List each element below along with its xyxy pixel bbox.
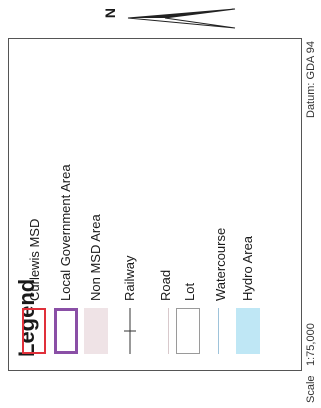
scale-label: Scale (305, 375, 317, 403)
legend-item-label: Non MSD Area (88, 214, 103, 301)
legend-item-label: Watercourse (213, 227, 228, 301)
local-government-area-symbol (54, 308, 78, 354)
north-arrow-icon (127, 8, 236, 29)
curlewis-msd-symbol (22, 308, 46, 354)
scale-value: 1:75,000 (305, 323, 317, 366)
hydro-area-symbol (236, 308, 260, 354)
legend-item-label: Railway (122, 255, 137, 301)
legend-item-label: Road (158, 269, 173, 301)
legend-item-label: Local Government Area (58, 164, 73, 301)
legend-item-label: Curlewis MSD (27, 218, 42, 301)
legend-item-label: Hydro Area (240, 235, 255, 301)
non-msd-area-symbol (84, 308, 108, 354)
watercourse-symbol (218, 308, 219, 354)
lot-symbol (176, 308, 200, 354)
datum-label: Datum: GDA 94 (305, 40, 317, 118)
railway-symbol-icon (124, 308, 136, 354)
road-symbol (168, 308, 169, 354)
legend-frame (8, 38, 302, 371)
legend-item-label: Lot (182, 282, 197, 301)
north-label: N (102, 7, 118, 19)
